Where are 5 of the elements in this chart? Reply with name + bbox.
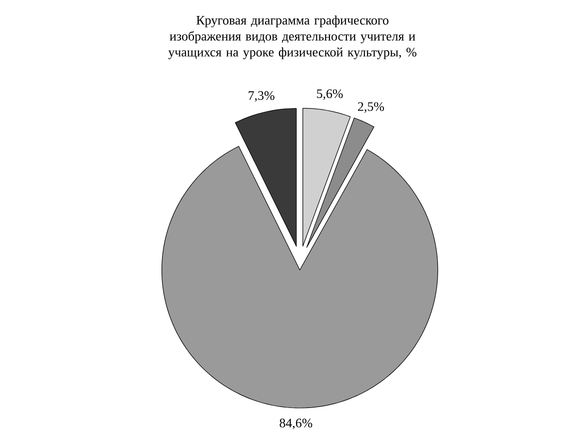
chart-title: Круговая диаграмма графического изображения видов деятельности учителя и учащихся на уроке физической культуры, % xyxy=(168,16,416,60)
data-label: 5,6% xyxy=(317,89,343,100)
data-label: 84,6% xyxy=(280,418,312,430)
data-label: 2,5% xyxy=(358,102,384,113)
data-label: 7,3% xyxy=(248,91,274,102)
